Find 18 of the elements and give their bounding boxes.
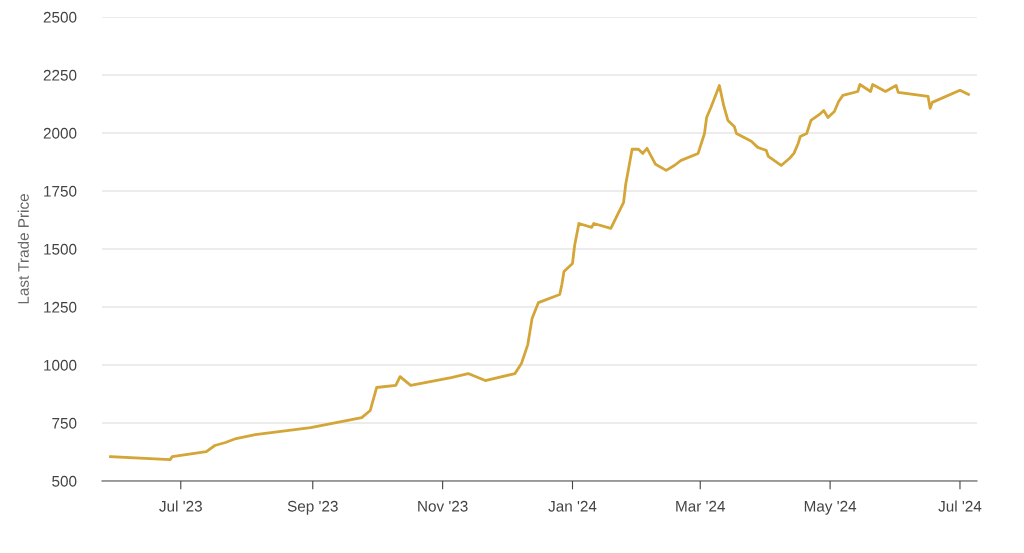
y-tick-label: 2250	[43, 69, 77, 81]
y-tick-label: 1500	[44, 243, 77, 255]
x-tick-label: Nov '23	[418, 500, 468, 512]
x-tick-label: Jul '24	[938, 500, 982, 512]
y-tick-label: 750	[52, 417, 77, 429]
x-tick-label: Sep '23	[287, 500, 338, 515]
y-tick-label: 500	[52, 475, 77, 487]
x-tick-label: May '24	[804, 500, 857, 515]
x-tick-label: Mar '24	[676, 500, 726, 512]
x-tick-label: Jan '24	[548, 500, 597, 512]
y-tick-label: 1250	[44, 301, 77, 313]
y-tick-label: 1750	[44, 185, 77, 197]
y-tick-label: 1000	[44, 359, 77, 371]
x-tick-label: Jul '23	[159, 500, 202, 512]
y-tick-label: 2000	[43, 127, 77, 139]
y-axis-title: Last Trade Price	[17, 194, 29, 304]
y-tick-label: 2500	[43, 11, 77, 23]
line-series	[109, 83, 970, 462]
